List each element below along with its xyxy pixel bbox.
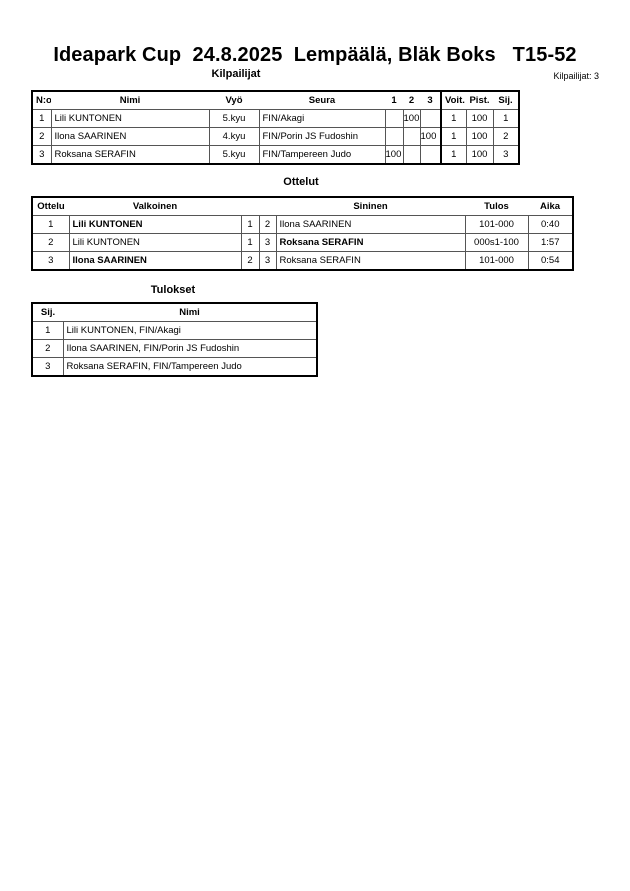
column-header: 1 [385, 91, 403, 110]
table-cell [402, 127, 421, 146]
table-row: 3 Roksana SERAFIN 5.kyu FIN/Tampereen Judo 1… [31, 145, 520, 165]
column-header: Seura [259, 91, 385, 110]
results-table: Sij. Nimi 1 Lili KUNTONEN, FIN/Akagi 2 Ilona … [31, 302, 318, 377]
column-header: Valkoinen [69, 197, 241, 216]
table-row: 2 Ilona SAARINEN, FIN/Porin JS Fudoshin [31, 339, 318, 358]
table-cell: Ilona SAARINEN [68, 251, 242, 271]
table-cell: 0:40 [527, 215, 574, 234]
matches-heading: Ottelut [283, 176, 319, 188]
table-cell: 101-000 [464, 215, 529, 234]
table-cell: 1 [440, 109, 467, 128]
competitors-table: N:o Nimi Vyö Seura 1 2 3 Voit. Pist. Sij. 1 Lili KU… [31, 90, 520, 165]
table-cell: 2 [31, 233, 70, 252]
table-cell: 3 [31, 145, 52, 165]
column-header: Sij. [493, 91, 519, 110]
table-cell: 1 [31, 215, 70, 234]
table-cell: 100 [465, 109, 494, 128]
column-header: Sininen [276, 197, 465, 216]
header-row: Sij. Nimi [32, 303, 317, 322]
column-header: 3 [420, 91, 441, 110]
table-cell: 5.kyu [208, 109, 260, 128]
column-header: Nimi [51, 91, 209, 110]
table-row: 1 Lili KUNTONEN 5.kyu FIN/Akagi 100 1 100 1 [31, 109, 520, 128]
matches-table: Ottelu Valkoinen Sininen Tulos Aika 1 Lili KUN… [31, 196, 574, 271]
table-cell: 2 [31, 127, 52, 146]
results-heading: Tulokset [150, 284, 196, 296]
header-row: Ottelu Valkoinen Sininen Tulos Aika [32, 197, 573, 216]
page-title: Ideapark Cup 24.8.2025 Lempäälä, Bläk Bo… [53, 44, 577, 66]
table-cell: 3 [31, 251, 70, 271]
table-cell: 1 [240, 215, 260, 234]
column-header [259, 197, 276, 216]
table-cell: Ilona SAARINEN, FIN/Porin JS Fudoshin [62, 339, 318, 358]
table-cell [384, 109, 404, 128]
table-cell: 100 [419, 127, 442, 146]
table-cell: Roksana SERAFIN, FIN/Tampereen Judo [62, 357, 318, 377]
column-header: Aika [528, 197, 573, 216]
table-row: 3 Roksana SERAFIN, FIN/Tampereen Judo [31, 357, 318, 377]
table-row: 1 Lili KUNTONEN 1 2 Ilona SAARINEN 101-000 0:4… [31, 215, 574, 234]
competitors-heading: Kilpailijat [211, 68, 261, 80]
table-cell: 1 [240, 233, 260, 252]
table-cell: 3 [31, 357, 64, 377]
table-cell: 3 [258, 251, 277, 271]
table-cell: 100 [465, 145, 494, 165]
table-cell: 0:54 [527, 251, 574, 271]
table-row: 3 Ilona SAARINEN 2 3 Roksana SERAFIN 101-000 0… [31, 251, 574, 271]
table-cell: 101-000 [464, 251, 529, 271]
table-cell: Lili KUNTONEN [68, 233, 242, 252]
table-cell: 2 [240, 251, 260, 271]
table-cell: Roksana SERAFIN [275, 251, 466, 271]
table-cell: 2 [258, 215, 277, 234]
column-header: 2 [403, 91, 420, 110]
table-cell: 1 [31, 321, 64, 340]
table-cell: Ilona SAARINEN [50, 127, 210, 146]
table-cell: 1 [440, 127, 467, 146]
table-cell: Lili KUNTONEN [50, 109, 210, 128]
table-cell: 2 [31, 339, 64, 358]
table-cell: FIN/Porin JS Fudoshin [258, 127, 386, 146]
header-row: N:o Nimi Vyö Seura 1 2 3 Voit. Pist. Sij. [32, 91, 519, 110]
column-header: Vyö [209, 91, 259, 110]
table-cell: 3 [258, 233, 277, 252]
table-cell: FIN/Tampereen Judo [258, 145, 386, 165]
table-cell: Lili KUNTONEN, FIN/Akagi [62, 321, 318, 340]
column-header: Ottelu [32, 197, 69, 216]
table-cell: 1:57 [527, 233, 574, 252]
table-row: 2 Lili KUNTONEN 1 3 Roksana SERAFIN 000s1-100… [31, 233, 574, 252]
column-header [241, 197, 259, 216]
table-cell [419, 145, 442, 165]
table-cell: 100 [465, 127, 494, 146]
table-cell: Ilona SAARINEN [275, 215, 466, 234]
table-cell: 2 [492, 127, 520, 146]
table-cell: 3 [492, 145, 520, 165]
column-header: N:o [32, 91, 51, 110]
column-header: Sij. [32, 303, 63, 322]
table-cell: 5.kyu [208, 145, 260, 165]
table-cell: Lili KUNTONEN [68, 215, 242, 234]
table-cell: Roksana SERAFIN [50, 145, 210, 165]
table-cell [402, 145, 421, 165]
column-header: Tulos [465, 197, 528, 216]
column-header: Pist. [466, 91, 493, 110]
table-cell: 1 [492, 109, 520, 128]
table-row: 1 Lili KUNTONEN, FIN/Akagi [31, 321, 318, 340]
table-cell [384, 127, 404, 146]
competitors-count: Kilpailijat: 3 [553, 71, 599, 81]
table-row: 2 Ilona SAARINEN 4.kyu FIN/Porin JS Fudoshi… [31, 127, 520, 146]
table-cell [419, 109, 442, 128]
table-cell: 000s1-100 [464, 233, 529, 252]
table-cell: 100 [384, 145, 404, 165]
column-header: Nimi [63, 303, 317, 322]
table-cell: 1 [31, 109, 52, 128]
table-cell: FIN/Akagi [258, 109, 386, 128]
table-cell: 4.kyu [208, 127, 260, 146]
column-header: Voit. [440, 91, 466, 110]
table-cell: Roksana SERAFIN [275, 233, 466, 252]
table-cell: 100 [402, 109, 421, 128]
table-cell: 1 [440, 145, 467, 165]
